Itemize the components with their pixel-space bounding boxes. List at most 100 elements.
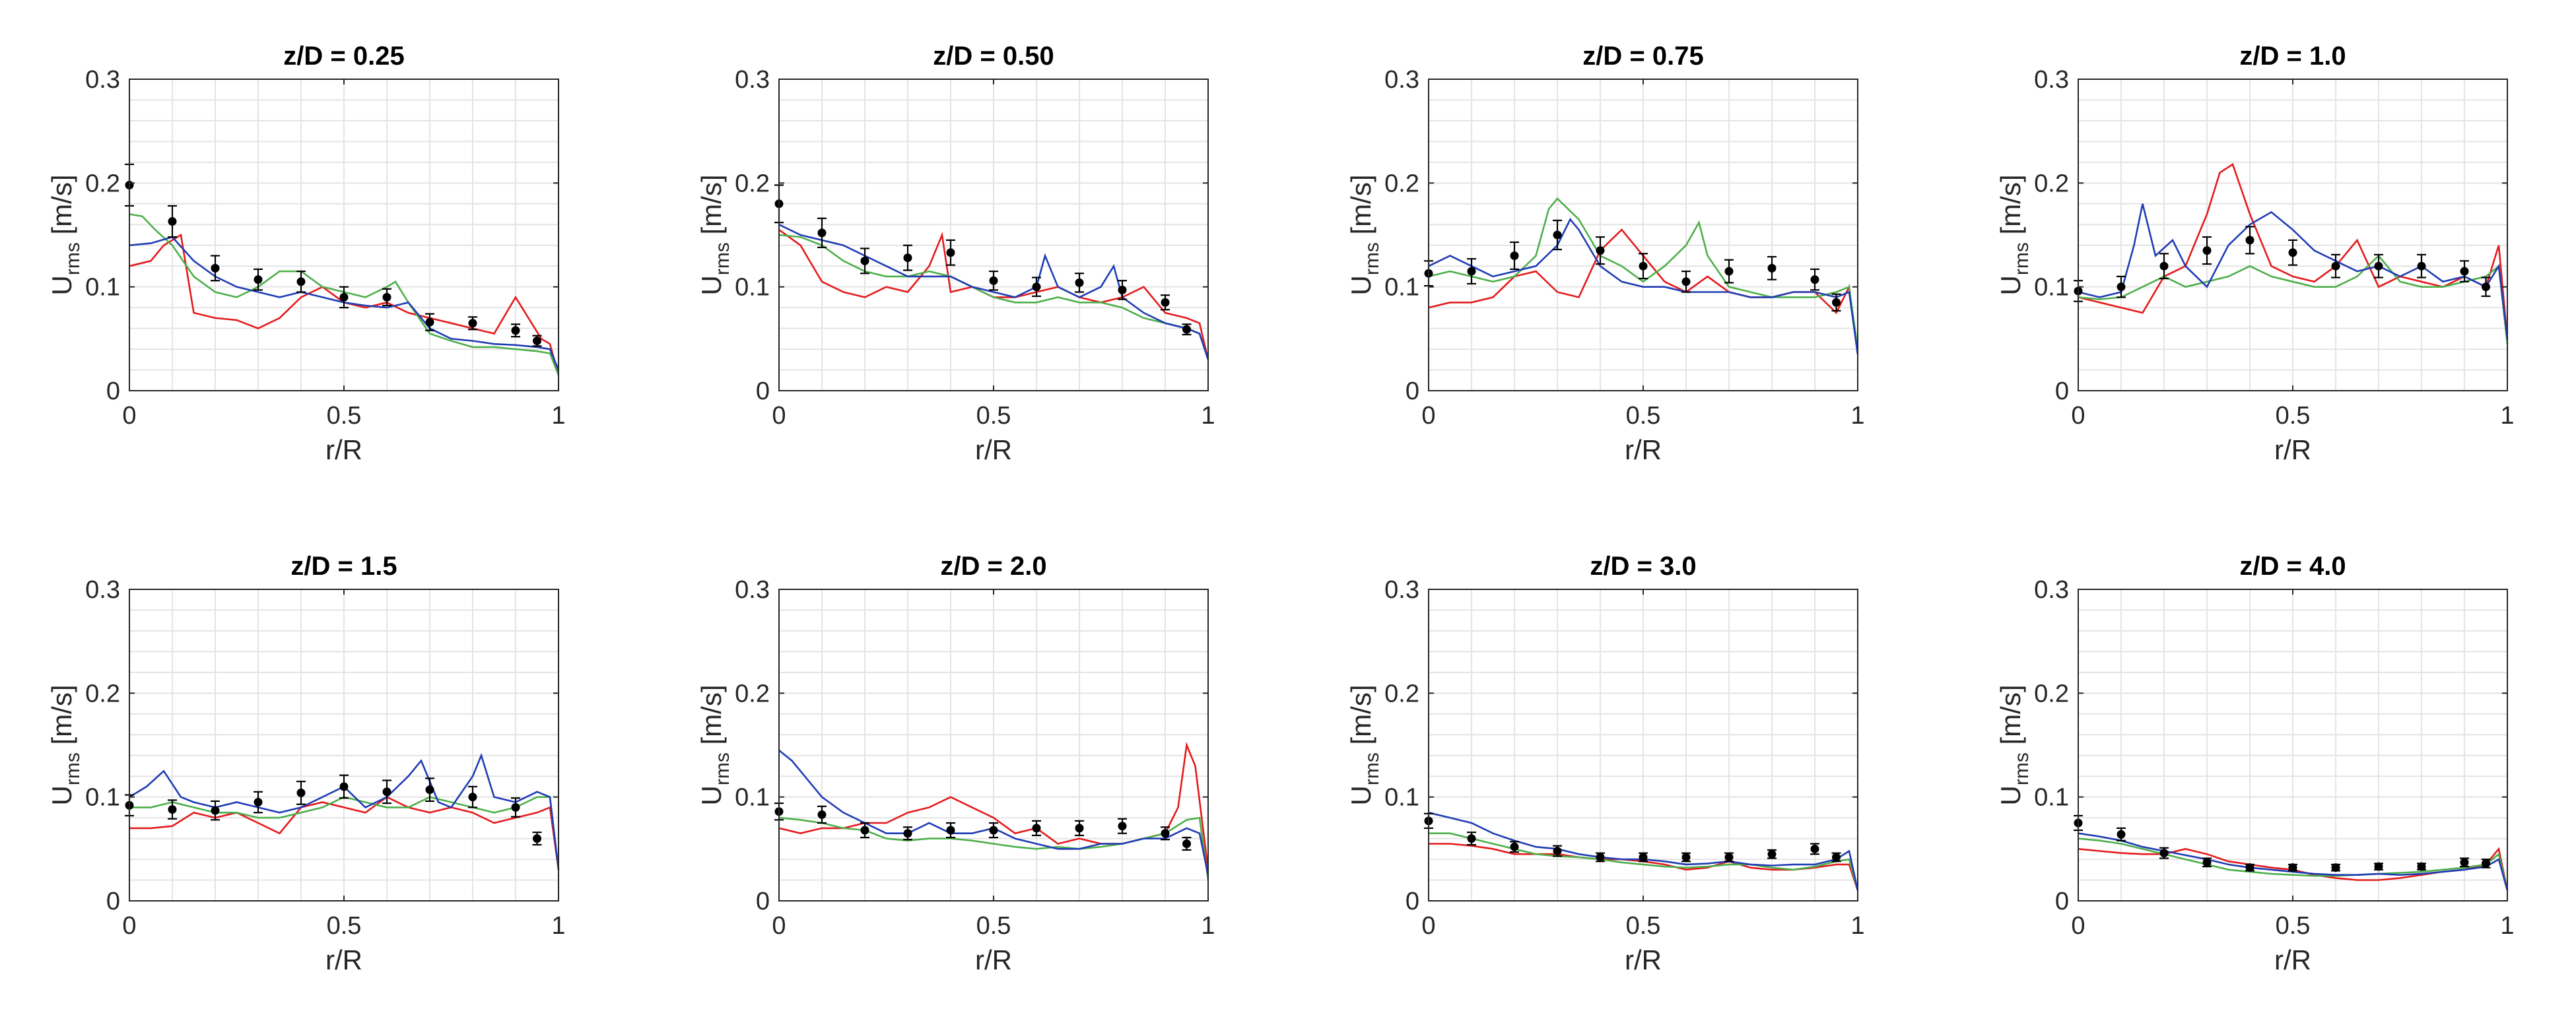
experiment-marker <box>2117 282 2126 292</box>
experiment-point <box>1161 826 1170 841</box>
series-line-green <box>129 796 560 870</box>
y-axis-label-units: [m/s] <box>1345 175 1376 243</box>
y-axis-label-units: [m/s] <box>1995 685 2026 753</box>
experiment-point <box>1724 852 1734 863</box>
experiment-marker <box>1161 298 1170 307</box>
y-axis-label-units: [m/s] <box>1345 685 1376 753</box>
experiment-marker <box>468 793 477 802</box>
experiment-point <box>2374 862 2383 871</box>
y-axis-label: Urms [m/s] <box>46 175 84 296</box>
x-tick-label: 1 <box>1201 912 1215 940</box>
y-tick-label: 0.3 <box>1384 576 1419 604</box>
experiment-point <box>296 270 306 293</box>
y-axis-label-subscript: rms <box>2011 752 2033 785</box>
panel-6: 0 0.5 1 0 0.1 0.2 0.3 z/D = 2.0 r/R Urms [m/s] <box>696 552 1215 975</box>
experiment-marker <box>382 787 391 797</box>
experiment-marker <box>382 292 391 302</box>
experiment-point <box>989 822 998 839</box>
y-axis-label-main: U <box>46 785 77 805</box>
y-axis-label-units: [m/s] <box>696 175 727 243</box>
y-axis-label-units: [m/s] <box>46 685 77 753</box>
experiment-marker <box>1681 853 1691 862</box>
panel-title: z/D = 1.0 <box>2239 42 2346 71</box>
y-tick-label: 0.2 <box>1384 170 1419 197</box>
experiment-marker <box>1724 853 1734 862</box>
experiment-marker <box>533 336 541 345</box>
y-tick-label: 0.1 <box>735 784 770 812</box>
experiment-marker <box>2374 261 2383 271</box>
experiment-marker <box>2482 282 2490 292</box>
x-axis-label: r/R <box>975 434 1012 465</box>
y-axis-label-subscript: rms <box>62 752 84 785</box>
experiment-marker <box>1596 853 1605 862</box>
experiment-point <box>860 247 869 275</box>
experiment-marker <box>1767 849 1777 859</box>
experiment-marker <box>2202 246 2212 255</box>
experiment-point <box>2417 862 2426 871</box>
experiment-point <box>1467 832 1476 846</box>
experiment-point <box>1596 852 1605 863</box>
y-axis-label-units: [m/s] <box>46 175 77 243</box>
experiment-point <box>2159 847 2169 859</box>
experiment-marker <box>946 826 955 835</box>
experiment-marker <box>425 785 434 795</box>
series-line-blue <box>1428 812 1859 891</box>
x-tick-label: 0.5 <box>976 402 1011 430</box>
experiment-point <box>817 805 827 824</box>
y-axis-label-subscript: rms <box>712 752 733 785</box>
panel-title: z/D = 4.0 <box>2239 552 2346 581</box>
experiment-point <box>168 799 177 820</box>
y-axis-label-subscript: rms <box>1361 242 1383 275</box>
experiment-marker <box>168 805 177 814</box>
experiment-marker <box>1553 846 1562 855</box>
experiment-point <box>1810 843 1819 855</box>
y-tick-label: 0.3 <box>2034 576 2069 604</box>
y-axis-label-subscript: rms <box>712 242 733 275</box>
experiment-point <box>1553 219 1562 251</box>
experiment-marker <box>254 798 263 807</box>
y-axis-label-main: U <box>1345 275 1376 295</box>
experiment-marker <box>2288 863 2297 872</box>
y-tick-label: 0.3 <box>85 66 120 94</box>
experiment-marker <box>903 829 912 838</box>
experiment-marker <box>2159 261 2169 271</box>
series-line-red <box>2078 163 2509 339</box>
experiment-marker <box>2482 859 2490 868</box>
experiment-marker <box>1553 230 1562 240</box>
experiment-point <box>2245 863 2254 872</box>
x-tick-label: 0 <box>772 402 786 430</box>
y-tick-label: 0 <box>2055 888 2069 915</box>
experiment-marker <box>1832 298 1841 307</box>
panel-title: z/D = 0.25 <box>283 42 404 71</box>
y-tick-label: 0.1 <box>85 784 120 812</box>
experiment-point <box>2202 236 2212 265</box>
experiment-marker <box>2417 261 2426 271</box>
experiment-point <box>903 826 912 841</box>
experiment-marker <box>1182 325 1191 334</box>
series-line-red <box>129 233 560 376</box>
y-axis-label: Urms [m/s] <box>696 685 733 806</box>
experiment-marker <box>2245 236 2254 245</box>
x-tick-label: 0.5 <box>1626 402 1661 430</box>
x-tick-label: 1 <box>1201 402 1215 430</box>
experiment-marker <box>1075 278 1084 287</box>
grid <box>778 589 1209 902</box>
experiment-point <box>1596 236 1605 265</box>
experiment-marker <box>296 277 306 286</box>
experiment-marker <box>425 317 434 327</box>
experiment-marker <box>1510 842 1519 851</box>
experiment-marker <box>989 276 998 285</box>
series-line-blue <box>2078 203 2509 339</box>
experiment-marker <box>1810 275 1819 284</box>
x-axis-label: r/R <box>325 434 362 465</box>
experiment-point <box>382 288 391 307</box>
experiment-marker <box>254 275 263 284</box>
experiment-marker <box>1467 834 1476 843</box>
experiment-point <box>1118 280 1127 300</box>
experiment-point <box>425 313 434 331</box>
x-tick-label: 0.5 <box>976 912 1011 940</box>
experiment-point <box>2460 260 2469 282</box>
series-line-green <box>778 816 1209 880</box>
experiment-marker <box>1467 267 1476 276</box>
